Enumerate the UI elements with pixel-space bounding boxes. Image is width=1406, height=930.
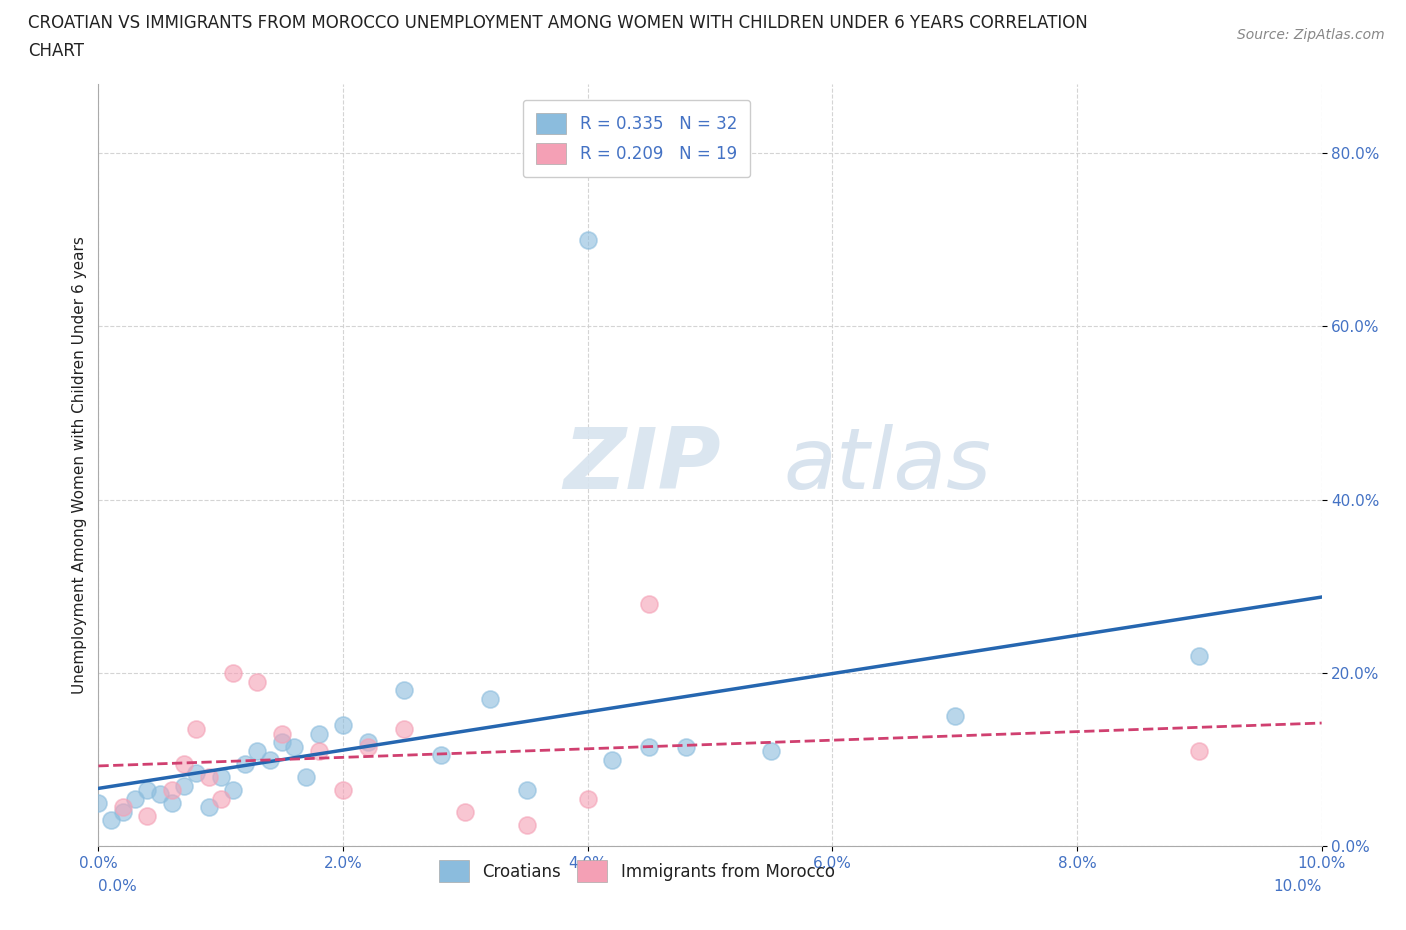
- Text: Source: ZipAtlas.com: Source: ZipAtlas.com: [1237, 28, 1385, 42]
- Point: [233, 756, 256, 771]
- Point: [637, 596, 661, 611]
- Point: [308, 726, 330, 741]
- Point: [186, 765, 208, 780]
- Point: [222, 666, 245, 681]
- Point: [759, 744, 782, 759]
- Point: [356, 735, 378, 750]
- Point: [197, 769, 219, 784]
- Point: [209, 791, 232, 806]
- Point: [100, 813, 122, 828]
- Text: 10.0%: 10.0%: [1274, 879, 1322, 894]
- Legend: Croatians, Immigrants from Morocco: Croatians, Immigrants from Morocco: [425, 847, 848, 896]
- Point: [1188, 648, 1211, 663]
- Point: [149, 787, 172, 802]
- Point: [637, 739, 661, 754]
- Point: [943, 709, 966, 724]
- Point: [308, 744, 330, 759]
- Point: [209, 769, 232, 784]
- Point: [87, 795, 110, 810]
- Point: [675, 739, 697, 754]
- Point: [332, 718, 354, 733]
- Point: [222, 782, 245, 797]
- Text: ZIP: ZIP: [564, 423, 721, 507]
- Text: 0.0%: 0.0%: [98, 879, 138, 894]
- Point: [576, 791, 599, 806]
- Point: [356, 739, 378, 754]
- Y-axis label: Unemployment Among Women with Children Under 6 years: Unemployment Among Women with Children U…: [72, 236, 87, 694]
- Point: [283, 739, 305, 754]
- Point: [186, 722, 208, 737]
- Point: [392, 683, 416, 698]
- Point: [136, 782, 159, 797]
- Point: [600, 752, 623, 767]
- Point: [160, 795, 183, 810]
- Point: [430, 748, 453, 763]
- Point: [295, 769, 318, 784]
- Point: [160, 782, 183, 797]
- Point: [111, 804, 134, 819]
- Point: [124, 791, 146, 806]
- Text: CROATIAN VS IMMIGRANTS FROM MOROCCO UNEMPLOYMENT AMONG WOMEN WITH CHILDREN UNDER: CROATIAN VS IMMIGRANTS FROM MOROCCO UNEM…: [28, 14, 1088, 32]
- Point: [1188, 744, 1211, 759]
- Point: [270, 726, 292, 741]
- Point: [173, 756, 195, 771]
- Point: [197, 800, 219, 815]
- Point: [111, 800, 134, 815]
- Point: [516, 817, 538, 832]
- Point: [259, 752, 281, 767]
- Point: [516, 782, 538, 797]
- Point: [576, 232, 599, 247]
- Text: atlas: atlas: [783, 423, 991, 507]
- Point: [246, 674, 269, 689]
- Point: [454, 804, 477, 819]
- Point: [246, 744, 269, 759]
- Text: CHART: CHART: [28, 42, 84, 60]
- Point: [136, 808, 159, 823]
- Point: [173, 778, 195, 793]
- Point: [332, 782, 354, 797]
- Point: [392, 722, 416, 737]
- Point: [478, 692, 501, 707]
- Point: [270, 735, 292, 750]
